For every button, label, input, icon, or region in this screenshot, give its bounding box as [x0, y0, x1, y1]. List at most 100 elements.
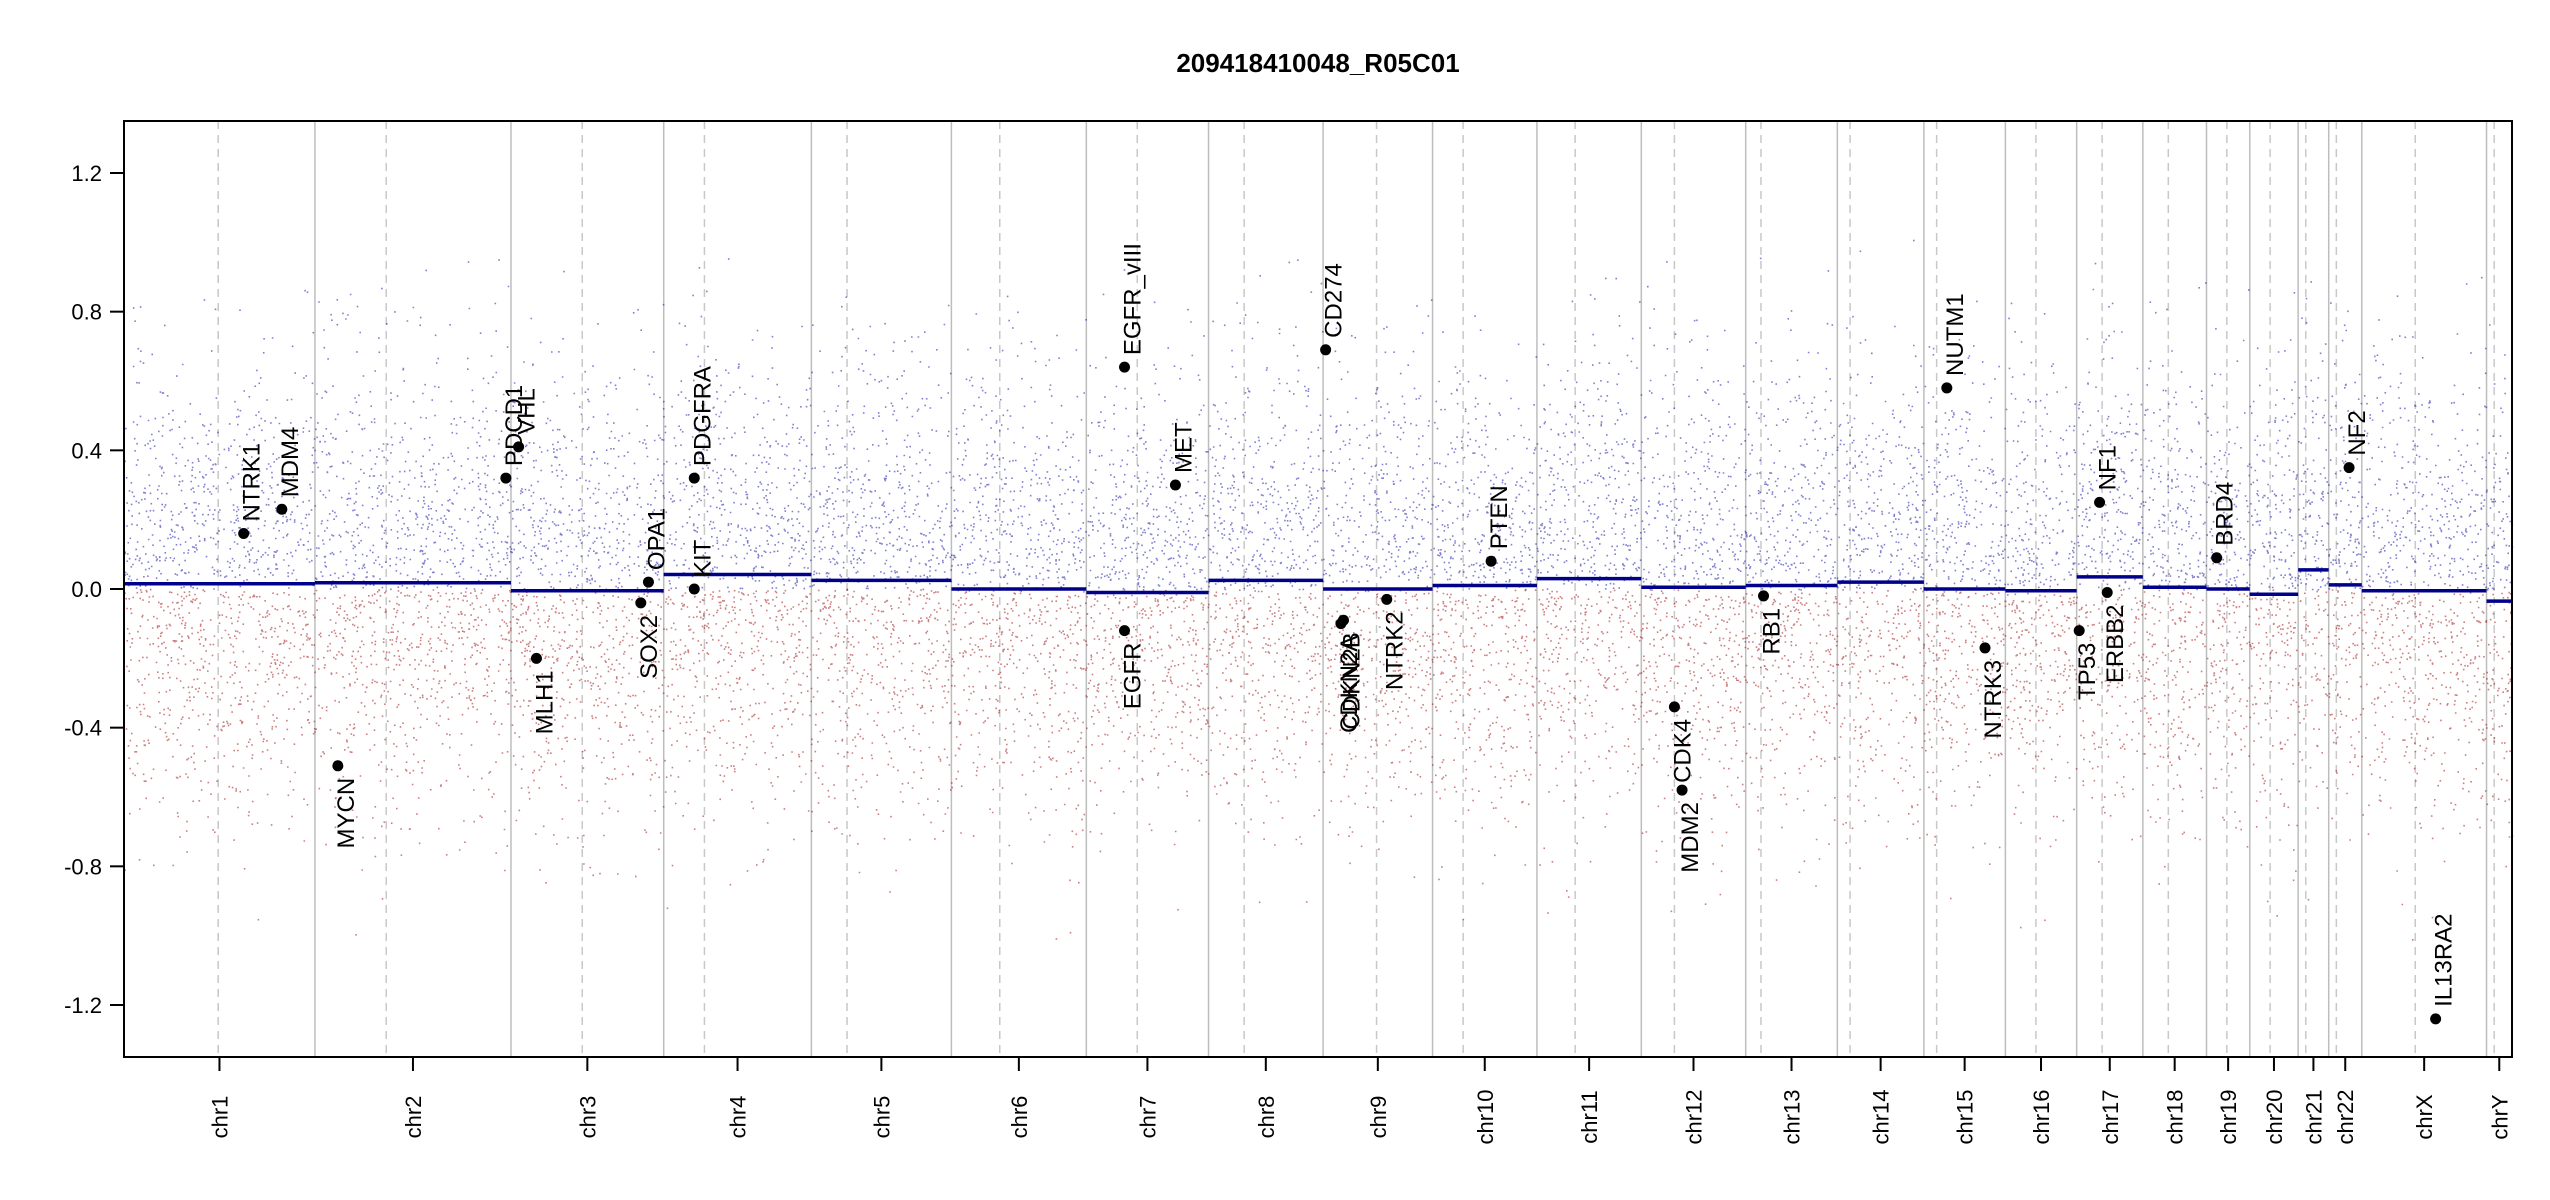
x-tick-label: chr22: [2333, 1089, 2358, 1144]
gene-label: RB1: [1759, 608, 1786, 655]
gene-label: SOX2: [636, 615, 663, 679]
probe-points-gain: [2249, 292, 2300, 589]
gene-point: [1668, 701, 1680, 713]
x-tick-label: chr4: [726, 1096, 751, 1139]
x-tick-label: chr14: [1869, 1089, 1894, 1144]
probe-points-gain: [1208, 259, 1325, 591]
probe-points-loss: [2328, 589, 2363, 841]
probe-points-loss: [1538, 589, 1643, 914]
segment-lines: [124, 568, 2512, 603]
y-tick-label: 0.0: [71, 577, 102, 602]
gene-point: [1320, 344, 1332, 356]
probe-points-loss: [2005, 590, 2078, 929]
gene-label: TP53: [2074, 643, 2101, 700]
gene-point: [688, 472, 700, 484]
x-tick-label: chr10: [1473, 1089, 1498, 1144]
probe-points-loss: [2143, 589, 2208, 885]
gene-label: MYCN: [333, 778, 360, 849]
gene-point: [1941, 382, 1953, 394]
gene-label: MDM4: [277, 427, 304, 498]
y-tick-label: 0.4: [71, 438, 102, 463]
gene-point: [2211, 552, 2223, 564]
gene-point: [1119, 625, 1131, 637]
probe-points-loss: [315, 589, 513, 936]
y-axis: 1.2 0.8 0.4 0.0 -0.4 -0.8 -1.2: [64, 161, 124, 1018]
x-tick-label: chr18: [2163, 1089, 2188, 1144]
gene-point: [688, 583, 700, 595]
x-tick-label: chr3: [575, 1096, 600, 1139]
gene-label: CDKN2B: [1338, 632, 1365, 729]
probe-scatter: [124, 239, 2514, 941]
gene-point: [2430, 1013, 2442, 1025]
gene-point: [1979, 642, 1991, 654]
x-tick-label: chr5: [869, 1096, 894, 1139]
x-tick-label: chrY: [2487, 1094, 2512, 1140]
probe-points-gain: [1432, 315, 1539, 591]
gene-point: [1381, 593, 1393, 605]
gene-label: IL13RA2: [2431, 913, 2458, 1006]
x-tick-label: chr9: [1366, 1096, 1391, 1139]
gene-label: VHL: [514, 388, 541, 435]
x-tick-label: chr2: [401, 1096, 426, 1139]
x-axis: chr1 chr2 chr3 chr4 chr5 chr6 chr7 chr8 chr9 chr1…: [207, 1057, 2512, 1145]
probe-points-loss: [124, 589, 317, 921]
x-tick-label: chr19: [2216, 1089, 2241, 1144]
probe-points-loss: [2486, 591, 2514, 868]
gene-label: NUTM1: [1942, 293, 1969, 376]
probe-points-gain: [1838, 239, 1926, 591]
gene-point: [1485, 555, 1497, 567]
probe-points-gain: [1537, 277, 1643, 590]
x-tick-label: chr21: [2301, 1089, 2326, 1144]
chart-title: 209418410048_R05C01: [1176, 48, 1459, 78]
x-tick-label: chr13: [1780, 1089, 1805, 1144]
probe-points-gain: [2005, 302, 2076, 591]
probe-points-gain: [124, 289, 317, 591]
gene-point: [513, 441, 525, 453]
gene-point: [500, 472, 512, 484]
gene-label: CDK4: [1669, 719, 1696, 783]
probe-points-gain: [2298, 281, 2331, 591]
probe-points-loss: [2361, 589, 2489, 941]
gene-label: NF2: [2344, 410, 2371, 455]
x-tick-label: chr1: [207, 1096, 232, 1139]
gene-point: [2094, 496, 2106, 508]
gene-point: [1337, 614, 1349, 626]
gene-label: PDGFRA: [689, 366, 716, 466]
probe-points-gain: [2076, 262, 2145, 591]
y-tick-label: -0.8: [64, 854, 102, 879]
gene-point: [1119, 361, 1131, 373]
probe-points-loss: [1433, 589, 1538, 921]
probe-points-loss: [2298, 590, 2331, 901]
gene-label: PTEN: [1486, 485, 1513, 549]
probe-points-loss: [951, 589, 1088, 940]
gene-label: CDKN2A: [1336, 636, 1363, 733]
gene-label: NTRK2: [1382, 611, 1409, 690]
gene-point: [332, 760, 344, 772]
probe-points-gain: [315, 259, 513, 591]
x-tick-label: chr16: [2029, 1089, 2054, 1144]
probe-points-loss: [1086, 589, 1210, 911]
gene-label: NTRK3: [1980, 660, 2007, 739]
gene-point: [2073, 625, 2085, 637]
gene-label: KIT: [689, 539, 716, 577]
probe-points-loss: [1208, 589, 1324, 904]
gene-point: [530, 652, 542, 664]
x-tick-label: chr17: [2098, 1089, 2123, 1144]
gene-label: BRD4: [2212, 482, 2239, 546]
gene-label: EGFR: [1120, 643, 1147, 710]
probe-points-gain: [1323, 299, 1434, 591]
gene-point: [276, 503, 288, 515]
gene-point: [238, 528, 250, 540]
gene-point: [1758, 590, 1770, 602]
gene-point: [1676, 784, 1688, 796]
probe-points-gain: [1641, 261, 1748, 591]
gene-point: [2101, 586, 2113, 598]
x-tick-label: chr15: [1953, 1089, 1978, 1144]
gene-label: MET: [1170, 422, 1197, 473]
y-tick-label: 0.8: [71, 300, 102, 325]
gene-label: ERBB2: [2102, 604, 2129, 683]
gene-point: [635, 597, 647, 609]
x-tick-label: chr6: [1007, 1096, 1032, 1139]
probe-points-loss: [2206, 589, 2252, 848]
